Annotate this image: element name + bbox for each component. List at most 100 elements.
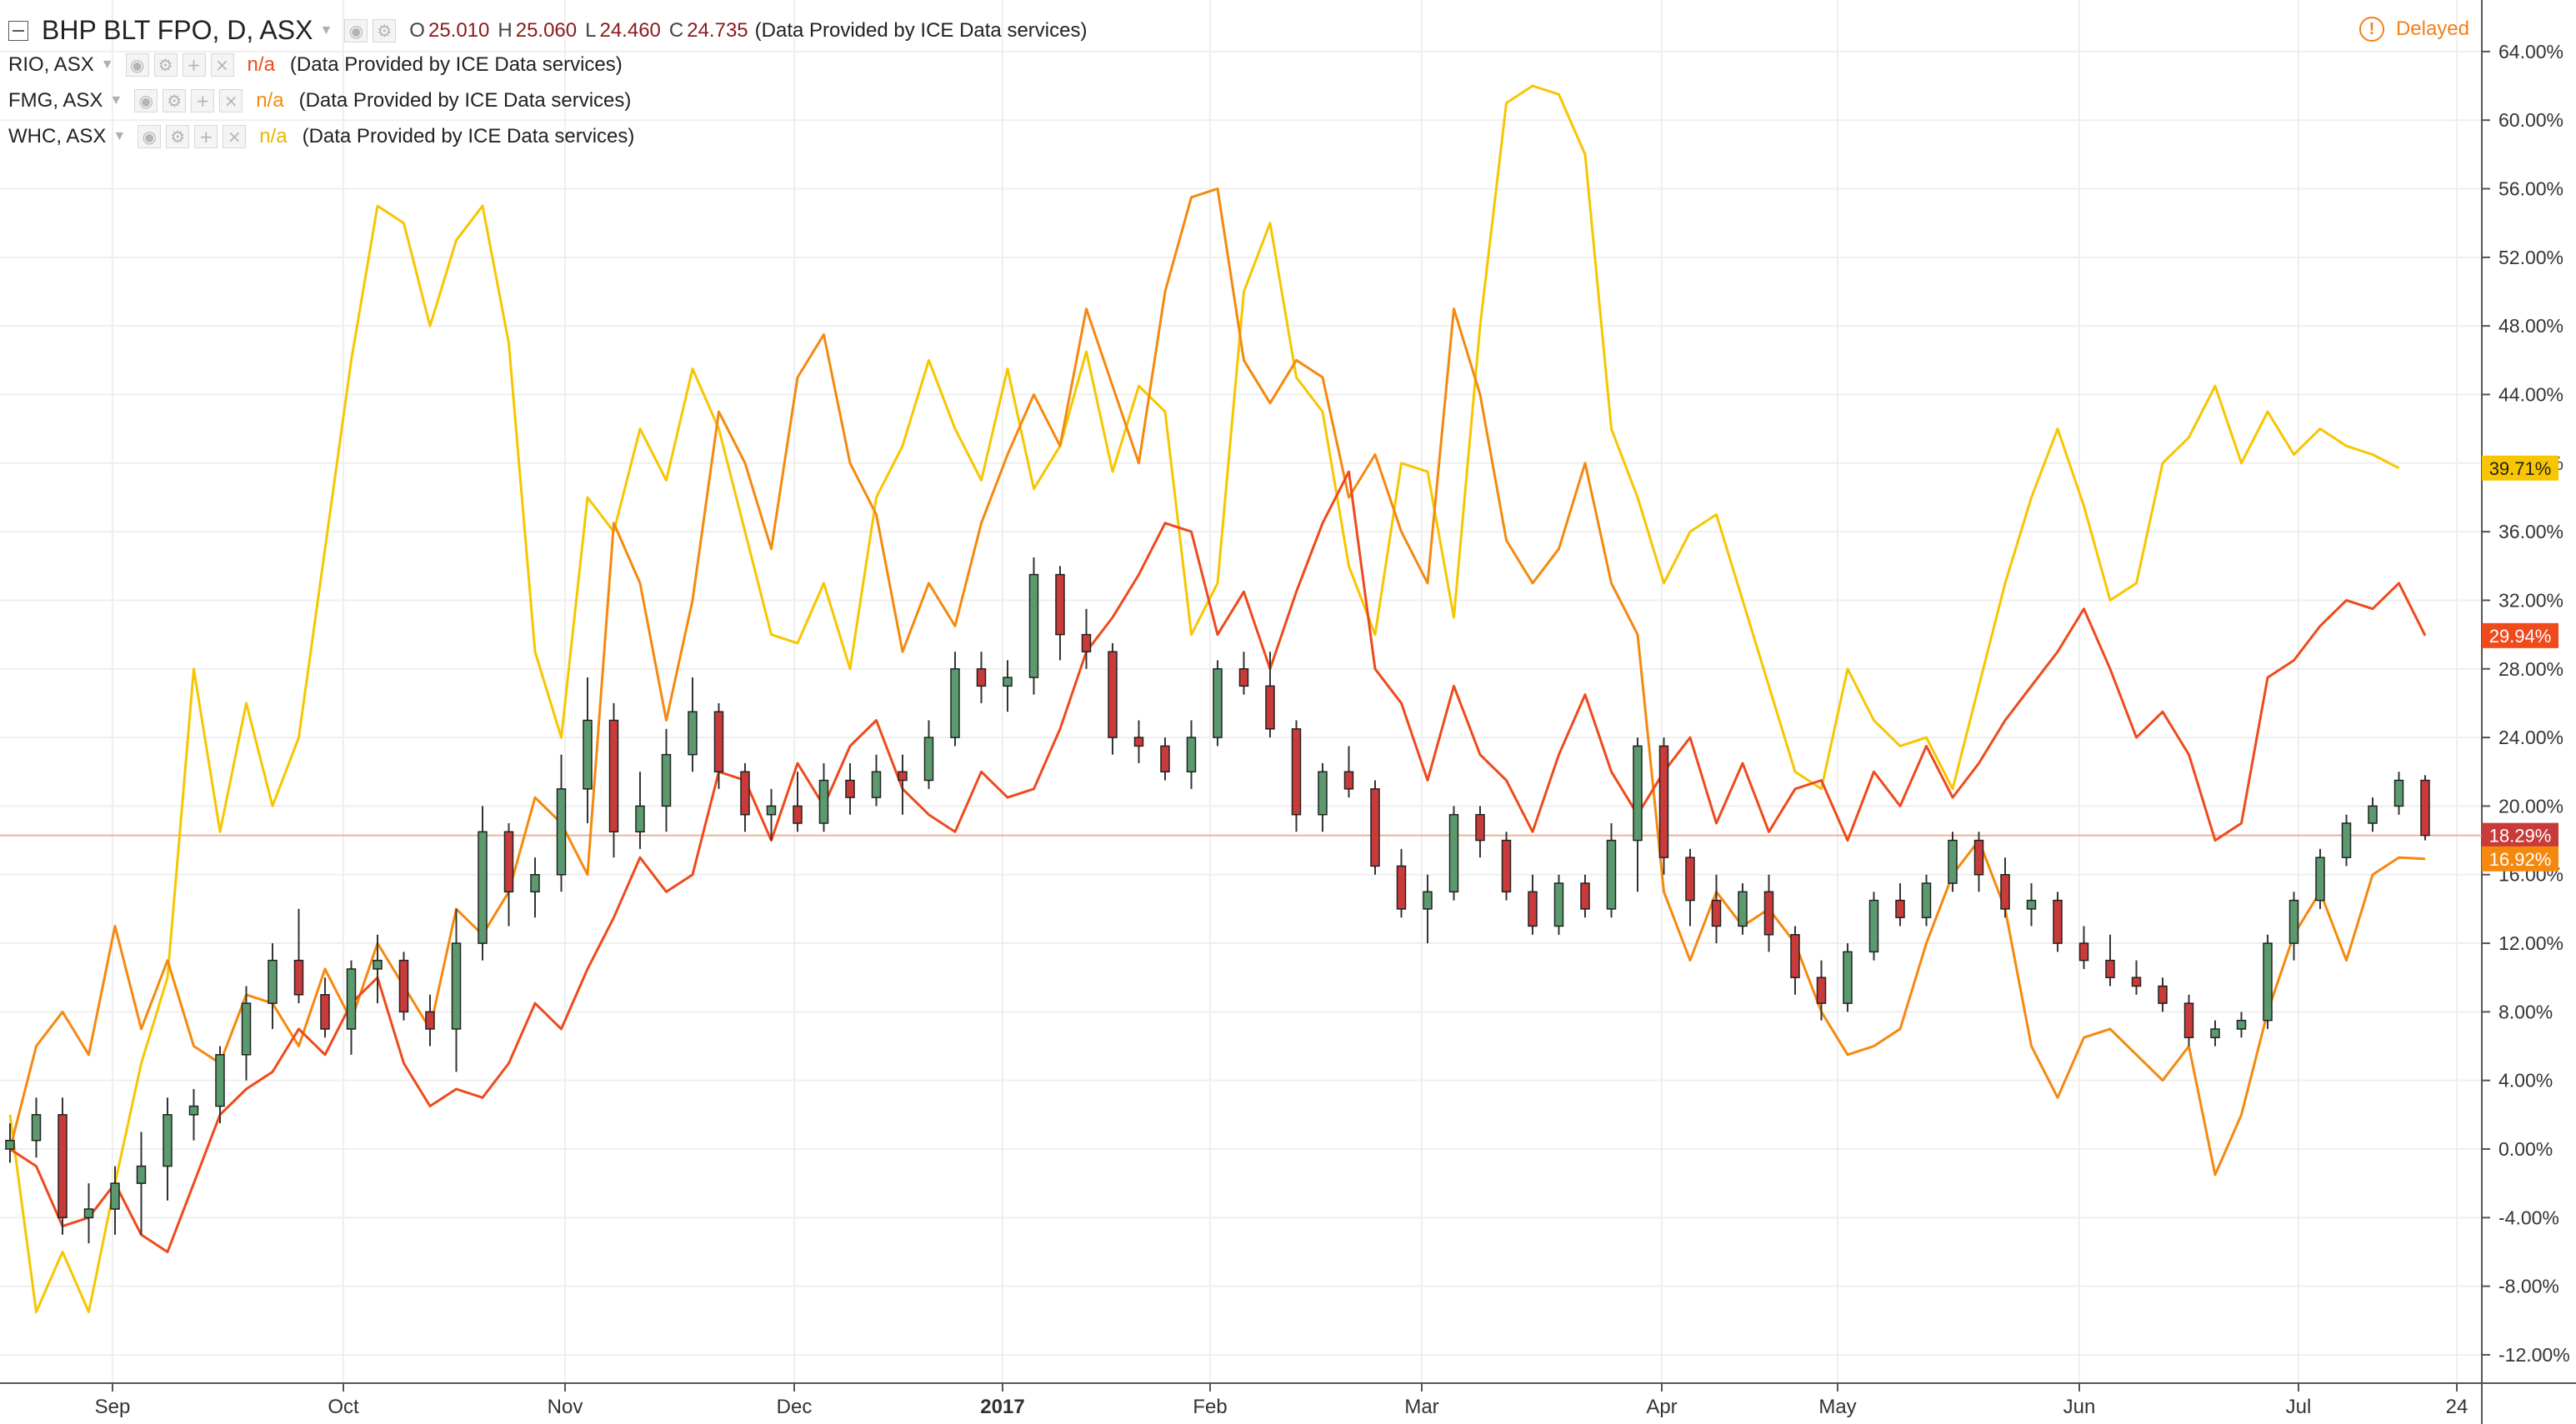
last-value-text: 18.29% — [2489, 826, 2552, 847]
candle — [1711, 874, 1722, 944]
candle — [1108, 642, 1118, 755]
candle — [1685, 848, 1695, 927]
gear-icon[interactable]: ⚙ — [153, 53, 178, 77]
y-tick-label: 8.00% — [2498, 1001, 2553, 1022]
candle-body — [2000, 873, 2010, 910]
candle-body — [1081, 633, 1092, 652]
delayed-status[interactable]: ! Delayed — [2358, 17, 2469, 42]
compare-value: n/a — [247, 53, 275, 76]
open-label: O — [409, 18, 425, 42]
candle — [1081, 608, 1092, 669]
chevron-down-icon[interactable]: ▼ — [113, 129, 127, 143]
candle-body — [2341, 822, 2352, 858]
candle — [1343, 746, 1354, 798]
candle-body — [818, 779, 829, 824]
compare-legend-fmg[interactable]: FMG, ASX ▼ ◉ ⚙ + × n/a (Data Provided by… — [8, 89, 631, 112]
chevron-down-icon[interactable]: ▼ — [100, 57, 114, 72]
x-axis: Sep Oct Nov Dec 2017 Feb Mar Apr May Jun Jul 24 — [95, 1383, 2468, 1418]
gear-icon[interactable]: ⚙ — [163, 89, 187, 112]
x-tick-label: Nov — [548, 1396, 583, 1418]
collapse-legend-icon[interactable] — [8, 20, 28, 41]
candle-body — [293, 959, 304, 996]
plus-icon[interactable]: + — [194, 125, 218, 148]
candle — [163, 1097, 173, 1201]
series-line-rio — [9, 470, 2427, 1253]
y-tick-label: 56.00% — [2498, 178, 2563, 200]
candle — [530, 857, 540, 918]
close-icon[interactable]: × — [210, 53, 234, 77]
last-value-badge: 39.71% — [2482, 455, 2558, 481]
main-series-symbol[interactable]: BHP BLT FPO, D, ASX — [42, 15, 313, 45]
x-tick-label: Mar — [1404, 1396, 1438, 1418]
candle-body — [635, 805, 645, 833]
candle-body — [1003, 677, 1013, 687]
candle-body — [1921, 882, 1932, 918]
compare-symbol[interactable]: WHC, ASX — [8, 125, 107, 147]
eye-icon[interactable]: ◉ — [134, 89, 158, 112]
x-tick-label: Feb — [1193, 1396, 1227, 1418]
compare-legend-whc[interactable]: WHC, ASX ▼ ◉ ⚙ + × n/a (Data Provided by… — [8, 125, 634, 148]
candle — [2053, 892, 2063, 952]
last-value-text: 39.71% — [2489, 458, 2552, 479]
candle — [425, 994, 435, 1047]
candle-body — [1501, 839, 1512, 893]
candle-body — [1973, 839, 1984, 876]
candle — [1658, 737, 1669, 875]
candle — [1318, 762, 1328, 832]
candle — [1633, 737, 1643, 892]
candle-body — [976, 668, 987, 687]
candle — [1448, 806, 1459, 901]
x-tick-label: 24 — [2446, 1396, 2468, 1418]
candle-body — [1318, 771, 1328, 816]
candle-body — [136, 1165, 147, 1184]
delayed-label: Delayed — [2395, 17, 2469, 40]
main-series-legend[interactable]: BHP BLT FPO, D, ASX ▼ ◉ ⚙ O 25.010 H 25.… — [8, 15, 1087, 46]
candle-body — [346, 968, 357, 1030]
last-value-text: 29.94% — [2489, 626, 2552, 647]
y-tick-label: -12.00% — [2498, 1344, 2570, 1366]
x-tick-label: Apr — [1646, 1396, 1677, 1418]
candle-body — [1160, 745, 1170, 772]
gear-icon[interactable]: ⚙ — [166, 125, 190, 148]
candle-body — [241, 1002, 252, 1056]
y-tick-label: 0.00% — [2498, 1138, 2553, 1160]
candle — [398, 952, 409, 1021]
compare-symbol[interactable]: RIO, ASX — [8, 53, 94, 76]
candle — [110, 1166, 120, 1235]
compare-legend-rio[interactable]: RIO, ASX ▼ ◉ ⚙ + × n/a (Data Provided by… — [8, 53, 623, 77]
candle-body — [2053, 899, 2063, 944]
plus-icon[interactable]: + — [182, 53, 206, 77]
compare-symbol[interactable]: FMG, ASX — [8, 89, 103, 112]
candle-body — [1448, 813, 1459, 893]
gear-icon[interactable]: ⚙ — [373, 18, 397, 42]
candle — [346, 960, 357, 1055]
candle-body — [268, 959, 278, 1004]
candle — [688, 677, 698, 772]
candle-body — [1658, 745, 1669, 858]
high-value: 25.060 — [515, 18, 578, 42]
candle — [2183, 994, 2194, 1047]
candle-body — [215, 1054, 225, 1107]
candlestick-series — [5, 557, 2430, 1244]
candle-body — [1265, 685, 1275, 730]
x-tick-label: Jul — [2286, 1396, 2312, 1418]
close-icon[interactable]: × — [219, 89, 243, 112]
close-icon[interactable]: × — [223, 125, 247, 148]
last-value-labels: 39.71% 29.94% 18.29%16.92% — [2482, 455, 2558, 872]
compare-value: n/a — [256, 89, 284, 112]
candle-body — [1186, 737, 1197, 772]
candle-body — [530, 873, 540, 893]
chevron-down-icon[interactable]: ▼ — [319, 22, 333, 37]
plus-icon[interactable]: + — [191, 89, 215, 112]
candle — [713, 702, 724, 789]
chevron-down-icon[interactable]: ▼ — [109, 93, 123, 107]
candle-body — [2236, 1019, 2247, 1030]
y-tick-label: -4.00% — [2498, 1207, 2559, 1228]
candle — [1973, 832, 1984, 892]
candle-body — [1711, 899, 1722, 927]
eye-icon[interactable]: ◉ — [138, 125, 162, 148]
eye-icon[interactable]: ◉ — [344, 18, 368, 42]
eye-icon[interactable]: ◉ — [125, 53, 149, 77]
